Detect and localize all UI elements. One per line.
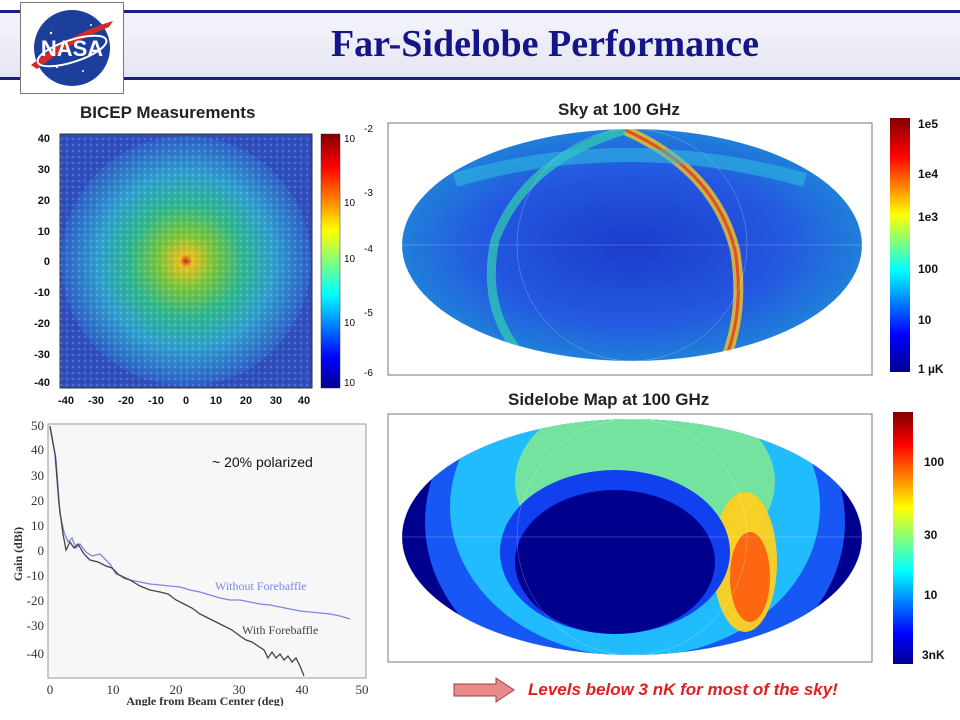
bicep-ytick: 40 [38,133,50,145]
sky-colorbar [890,118,910,372]
sky-map-ellipse [402,129,862,361]
bicep-ytick: -30 [34,349,50,361]
sky-cbar-tick: 1e5 [918,117,939,131]
bicep-xtick: -30 [88,395,104,407]
bicep-ytick: 30 [38,164,50,176]
bicep-cbar-base: 10 [344,198,356,209]
sidelobe-cbar-tick: 10 [924,588,938,602]
bicep-cbar-base: 10 [344,318,356,329]
gain-curve-without-forebaffle [49,427,351,620]
bicep-ytick: -20 [34,318,50,330]
gain-ytick: 20 [31,493,44,508]
bicep-cbar-base: 10 [344,134,356,145]
sky-cbar-tick: 1e3 [918,210,939,224]
bicep-ytick: 0 [44,256,50,268]
bicep-cbar-tick: -6 [364,368,373,379]
polarized-annotation: ~ 20% polarized [212,454,313,470]
gain-xtick: 0 [47,682,54,697]
gain-ytick: -10 [27,568,44,583]
bicep-xtick: 10 [210,395,222,407]
label-with-forebaffle: With Forebaffle [242,623,318,637]
gain-xtick: 10 [107,682,120,697]
bicep-xtick: 40 [298,395,310,407]
bicep-cbar-tick: -4 [364,244,373,255]
sidelobe-colorbar [893,412,913,664]
sidelobe-map [387,413,873,663]
bicep-xtick: -20 [118,395,134,407]
nasa-logo-text: NASA [41,36,103,61]
sky-cbar-tick: 1e4 [918,167,939,181]
sky-cbar-tick: 100 [918,262,939,276]
gain-ytick: 50 [31,418,44,433]
bicep-xtick: 20 [240,395,252,407]
bicep-cbar-tick: -3 [364,188,373,199]
levels-message: Levels below 3 nK for most of the sky! [528,680,838,699]
bicep-xtick: -40 [58,395,74,407]
gain-xtick: 50 [356,682,369,697]
nasa-logo-icon: NASA [31,10,113,86]
bicep-colorbar [320,133,341,389]
label-without-forebaffle: Without Forebaffle [215,579,307,593]
bicep-xtick: 30 [270,395,282,407]
sidelobe-map-title: Sidelobe Map at 100 GHz [508,390,710,409]
sidelobe-cbar-tick: 30 [924,528,938,542]
gain-ytick: 10 [31,518,44,533]
page-title: Far-Sidelobe Performance [330,23,760,65]
sky-cbar-tick: 1 µK [918,362,944,376]
gain-ytick: 30 [31,468,44,483]
sky-map-title: Sky at 100 GHz [558,100,680,119]
bicep-cbar-base: 10 [344,254,356,265]
gain-xtick: 20 [170,682,183,697]
arrow-icon [453,677,515,703]
bicep-cbar-base: 10 [344,378,356,389]
gain-ytick: -40 [27,646,44,661]
gain-ylabel: Gain (dBi) [11,527,25,581]
bicep-ytick: -40 [34,377,50,389]
bicep-cbar-tick: -2 [364,124,373,135]
gain-ytick: -30 [27,618,44,633]
gain-xtick: 30 [233,682,246,697]
gain-plot: 50 40 30 20 10 0 -10 -20 -30 -40 0 10 20… [0,414,380,706]
gain-ytick: 40 [31,442,44,457]
bicep-ytick: -10 [34,287,50,299]
gain-plot-frame [47,423,367,679]
bicep-xtick: -10 [148,395,164,407]
gain-ytick: -20 [27,593,44,608]
gain-xlabel: Angle from Beam Center (deg) [126,694,284,706]
sky-cbar-tick: 10 [918,313,932,327]
bicep-ytick: 20 [38,195,50,207]
header-bar [0,10,960,80]
bicep-title: BICEP Measurements [80,103,256,122]
gain-ytick: 0 [38,543,45,558]
sky-map [387,122,873,376]
bicep-xtick: 0 [183,395,189,407]
gain-curve-with-forebaffle [49,425,305,677]
sidelobe-cbar-tick: 100 [924,455,945,469]
bicep-cbar-tick: -5 [364,308,373,319]
bicep-plot: 40 30 20 10 0 -10 -20 -30 -40 -40 -30 -2… [34,124,373,407]
bicep-ytick: 10 [38,226,50,238]
gain-xtick: 40 [296,682,309,697]
nasa-logo: NASA [20,2,124,94]
sidelobe-cbar-tick: 3nK [922,648,945,662]
